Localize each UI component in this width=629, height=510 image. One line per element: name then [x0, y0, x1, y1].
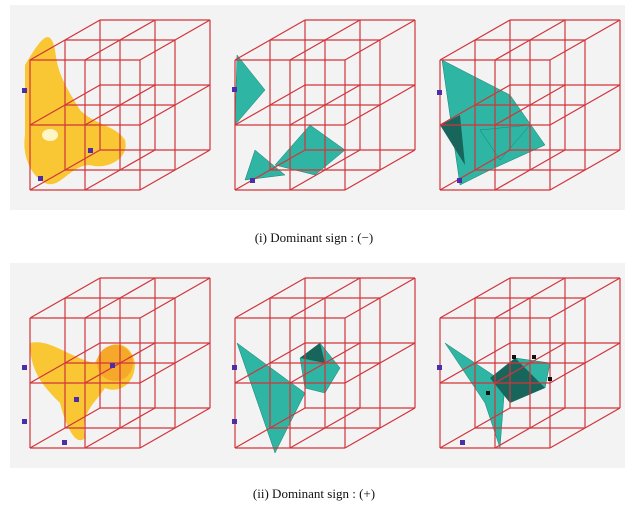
panel	[420, 263, 625, 468]
panel	[215, 5, 420, 210]
panel	[10, 5, 215, 210]
panel	[420, 5, 625, 210]
figure: (i) Dominant sign : (−) (ii) Dominant si…	[0, 0, 629, 510]
panel	[215, 263, 420, 468]
caption: (ii) Dominant sign : (+)	[253, 486, 375, 501]
panel	[10, 263, 215, 468]
caption: (i) Dominant sign : (−)	[255, 230, 374, 245]
